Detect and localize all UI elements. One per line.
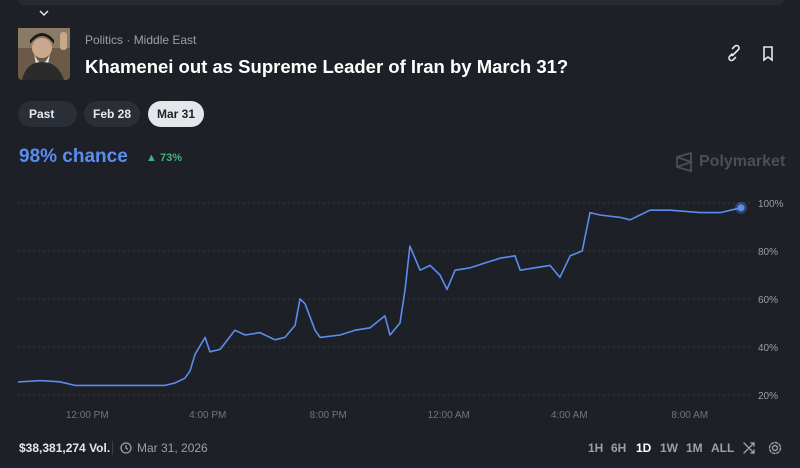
range-button[interactable]: 1D (636, 441, 652, 455)
x-tick-label: 4:00 AM (551, 410, 588, 421)
chevron (39, 10, 49, 17)
category[interactable]: Politics (85, 33, 124, 47)
range-button[interactable]: 1M (686, 441, 703, 455)
chance: 98% chance (19, 146, 128, 167)
footer-icons[interactable] (742, 440, 786, 456)
endpoint (737, 204, 745, 212)
end-date: Mar 31, 2026 (137, 441, 208, 455)
x-tick-label: 8:00 AM (671, 410, 708, 421)
range-button[interactable]: ALL (711, 441, 735, 455)
range-button[interactable]: 6H (611, 441, 627, 455)
clock-icon (120, 442, 132, 454)
chance-change: ▲ 73% (146, 152, 182, 164)
x-tick-label: 8:00 PM (310, 410, 347, 421)
y-tick-label: 60% (758, 295, 778, 306)
change-value: 73% (159, 152, 182, 164)
filter-pill[interactable]: Past (18, 101, 77, 127)
subcategory[interactable]: Middle East (133, 33, 197, 47)
header-icons[interactable] (726, 44, 778, 64)
brand: Polymarket (699, 153, 786, 170)
filter-pill[interactable]: Mar 31 (148, 101, 204, 127)
brand-logo (676, 152, 694, 172)
market-title: Khamenei out as Supreme Leader of Iran b… (85, 56, 569, 77)
divider (112, 441, 113, 455)
volume: $38,381,274 Vol. (19, 441, 111, 455)
market-image (18, 28, 70, 80)
breadcrumb: Politics · Middle East (85, 33, 197, 47)
range-button[interactable]: 1W (660, 441, 678, 455)
y-tick-label: 80% (758, 247, 778, 258)
filter-pill[interactable]: Feb 28 (84, 101, 140, 127)
y-tick-label: 20% (758, 391, 778, 402)
chart: 20% 40% 60% 80% 100% 12:00 PM 4:00 PM 8:00 PM 12… (17, 199, 784, 421)
range-button[interactable]: 1H (588, 441, 604, 455)
price-line (17, 207, 742, 387)
x-tick-label: 12:00 AM (428, 410, 470, 421)
y-tick-label: 100% (758, 199, 784, 210)
search-bar[interactable] (18, 0, 784, 5)
x-tick-label: 4:00 PM (189, 410, 226, 421)
x-tick-label: 12:00 PM (66, 410, 109, 421)
y-tick-label: 40% (758, 343, 778, 354)
